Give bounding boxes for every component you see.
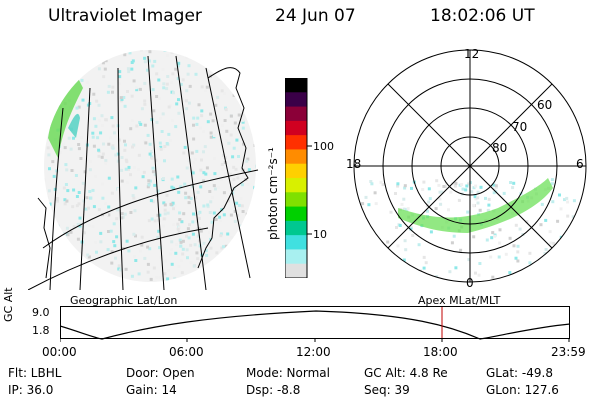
timeline-tick-0600: 06:00 xyxy=(169,345,204,359)
colorbar-unit-label: photon cm⁻²s⁻¹ xyxy=(266,147,280,240)
colorbar-block xyxy=(285,135,307,150)
time-label: 18:02:06 UT xyxy=(430,6,535,26)
polar-hour-6: 6 xyxy=(576,157,584,171)
info-gc-alt: GC Alt: 4.8 Re xyxy=(364,366,448,380)
timeline-y-bottom: 1.8 xyxy=(32,324,50,337)
colorbar-block xyxy=(285,92,307,108)
info-ip: IP: 36.0 xyxy=(8,383,54,397)
colorbar xyxy=(285,78,312,278)
colorbar-tick-10: 10 xyxy=(313,228,327,241)
instrument-title: Ultraviolet Imager xyxy=(48,6,202,26)
info-glon: GLon: 127.6 xyxy=(486,383,559,397)
colorbar-block xyxy=(285,206,307,222)
date-label: 24 Jun 07 xyxy=(275,6,356,26)
geographic-image-panel xyxy=(28,50,259,290)
info-gain: Gain: 14 xyxy=(126,383,177,397)
colorbar-block xyxy=(285,249,307,265)
info-door: Door: Open xyxy=(126,366,195,380)
timeline-y-top: 9.0 xyxy=(32,306,50,319)
timeline-tick-1200: 12:00 xyxy=(296,345,331,359)
polar-plot xyxy=(353,49,587,283)
timeline-left-caption: Geographic Lat/Lon xyxy=(70,294,178,307)
polar-lat-60: 60 xyxy=(537,98,553,112)
timeline-axis-title: GC Alt xyxy=(2,287,15,322)
colorbar-block xyxy=(285,220,307,236)
colorbar-block xyxy=(285,163,307,179)
timeline-tick-0000: 00:00 xyxy=(42,345,77,359)
polar-hour-18: 18 xyxy=(346,157,362,171)
orbit-altitude-plot xyxy=(60,306,571,342)
colorbar-block xyxy=(285,178,307,193)
info-dsp: Dsp: -8.8 xyxy=(246,383,301,397)
colorbar-block xyxy=(285,235,307,250)
timeline-right-caption: Apex MLat/MLT xyxy=(418,294,501,307)
info-seq: Seq: 39 xyxy=(364,383,410,397)
colorbar-block xyxy=(285,263,307,278)
polar-hour-12: 12 xyxy=(464,47,480,61)
colorbar-block xyxy=(285,78,307,93)
info-mode: Mode: Normal xyxy=(246,366,330,380)
info-glat: GLat: -49.8 xyxy=(486,366,553,380)
colorbar-tick-100: 100 xyxy=(313,140,334,153)
colorbar-block xyxy=(285,120,307,136)
polar-hour-0: 0 xyxy=(466,276,474,290)
colorbar-block xyxy=(285,149,307,165)
timeline-tick-2359: 23:59 xyxy=(551,345,586,359)
timeline-tick-1800: 18:00 xyxy=(423,345,458,359)
colorbar-block xyxy=(285,192,307,208)
polar-lat-70: 70 xyxy=(512,120,528,134)
polar-lat-80: 80 xyxy=(492,141,508,155)
colorbar-block xyxy=(285,106,307,122)
info-filter: Flt: LBHL xyxy=(8,366,62,380)
